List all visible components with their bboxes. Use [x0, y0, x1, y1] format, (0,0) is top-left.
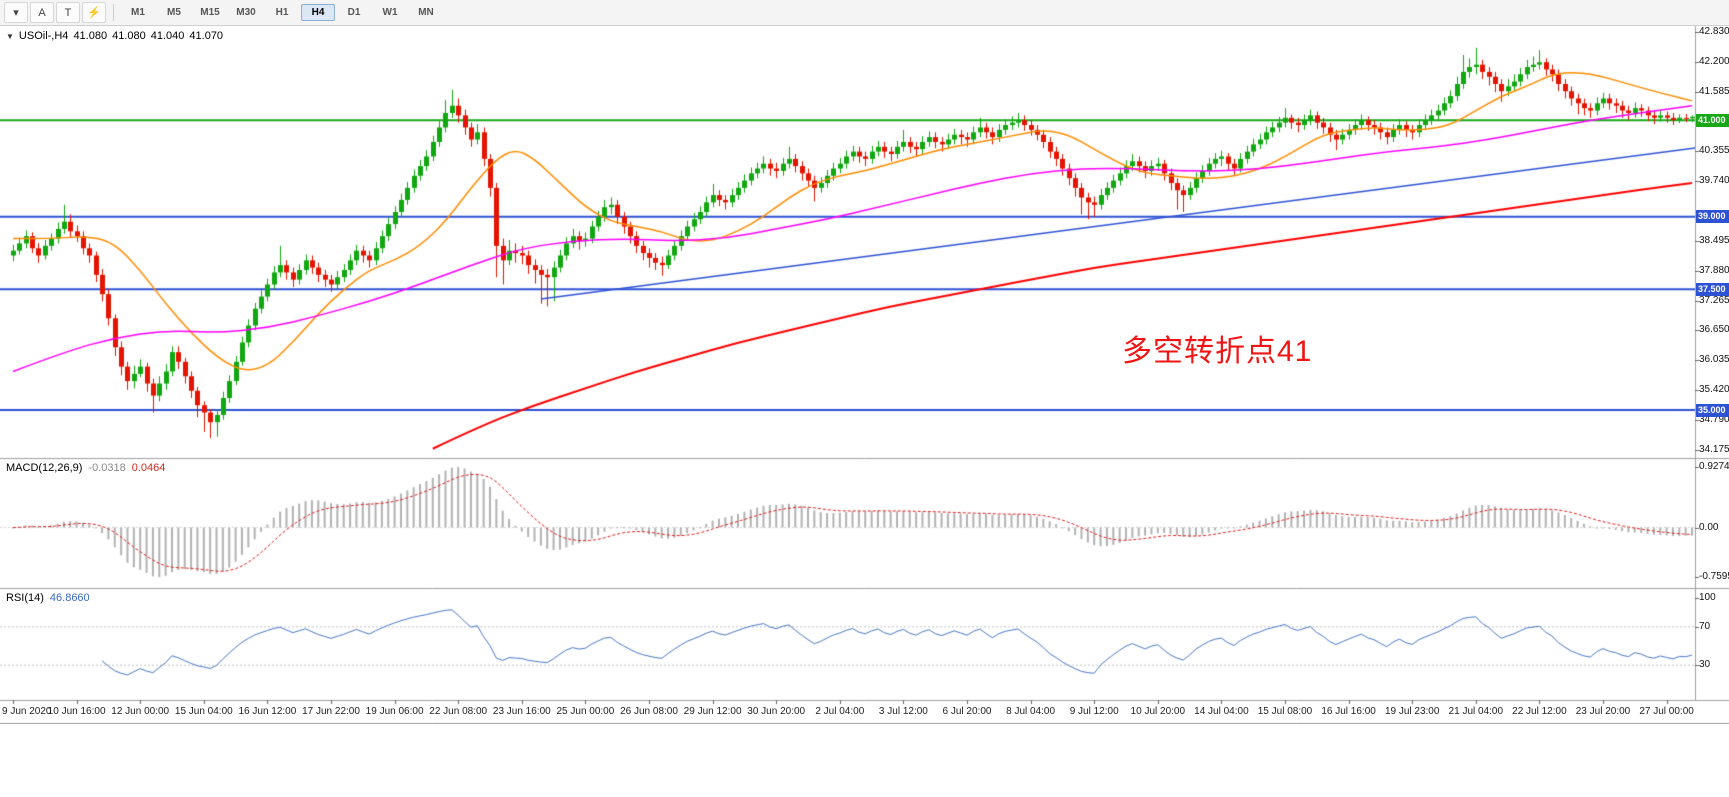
timeframe-button-d1[interactable]: D1: [347, 7, 361, 18]
price-tick-label: 42.200: [1699, 56, 1729, 68]
macd-signal-value: 0.0464: [131, 462, 166, 474]
macd-axis-label: -0.7595: [1699, 571, 1729, 583]
rsi-current-value: 46.8660: [49, 592, 90, 604]
time-axis-label: 22 Jul 12:00: [1512, 706, 1567, 717]
time-axis-label: 8 Jul 04:00: [1006, 706, 1056, 717]
rsi-name: RSI(14): [6, 592, 44, 604]
price-tick-label: 38.495: [1699, 235, 1729, 247]
timeframe-button-h4[interactable]: H4: [301, 4, 335, 21]
chart-symbol-period: USOil-,H4: [18, 30, 69, 42]
chart-menu-button[interactable]: ▾: [4, 2, 28, 23]
chart-open-value: 41.080: [73, 30, 108, 42]
toolbar-separator: [113, 4, 114, 21]
rsi-title: RSI(14) 46.8660: [6, 592, 90, 604]
chart-title: ▼ USOil-,H4 41.080 41.080 41.040 41.070: [6, 30, 223, 42]
chart-window: ▼ USOil-,H4 41.080 41.080 41.040 41.070 …: [0, 26, 1729, 724]
price-line-tag: 41.000: [1696, 113, 1729, 127]
macd-current-value: -0.0318: [88, 462, 126, 474]
time-axis-label: 10 Jun 16:00: [47, 706, 106, 717]
macd-axis-label: 0.00: [1699, 521, 1719, 533]
toolbar-icon-buttons: ▾ A T ⚡: [4, 2, 106, 23]
time-axis-label: 19 Jun 06:00: [365, 706, 424, 717]
timeframe-button-m1[interactable]: M1: [131, 7, 145, 18]
time-axis-label: 22 Jun 08:00: [429, 706, 488, 717]
time-axis-label: 16 Jul 16:00: [1321, 706, 1376, 717]
timeframe-button-m15[interactable]: M15: [200, 7, 220, 18]
time-axis-label: 23 Jul 20:00: [1575, 706, 1631, 717]
rsi-axis-label: 70: [1699, 620, 1711, 632]
timeframe-buttons: M1 M5 M15 M30 H1 H4 D1 W1 MN: [121, 4, 443, 21]
chart-annotation: 多空转折点41: [1122, 335, 1313, 368]
timeframe-button-m5[interactable]: M5: [167, 7, 181, 18]
price-tick-label: 36.035: [1699, 354, 1729, 366]
price-line-tag: 35.000: [1696, 403, 1729, 417]
time-axis-label: 14 Jul 04:00: [1194, 706, 1249, 717]
price-line-tag: 37.500: [1696, 282, 1729, 296]
time-axis-label: 10 Jul 20:00: [1130, 706, 1186, 717]
price-tick-label: 39.740: [1699, 175, 1729, 187]
price-tick-label: 40.355: [1699, 145, 1729, 157]
chart-canvas[interactable]: [0, 26, 1729, 724]
time-axis-label: 15 Jun 04:00: [174, 706, 233, 717]
price-tick-label: 34.175: [1699, 443, 1729, 455]
main-toolbar: ▾ A T ⚡ M1 M5 M15 M30 H1 H4 D1 W1 MN: [0, 0, 1729, 26]
price-tick-label: 37.880: [1699, 264, 1729, 276]
time-axis-label: 3 Jul 12:00: [878, 706, 928, 717]
text-tool-button[interactable]: T: [56, 2, 80, 23]
time-axis-label: 30 Jun 20:00: [747, 706, 806, 717]
time-axis-label: 19 Jul 23:00: [1384, 706, 1440, 717]
quick-menu-button[interactable]: ⚡: [82, 2, 106, 23]
rsi-axis-label: 30: [1699, 659, 1711, 671]
time-axis-label: 16 Jun 12:00: [238, 706, 297, 717]
time-axis-label: 25 Jun 00:00: [556, 706, 615, 717]
chart-high-value: 41.080: [112, 30, 146, 42]
timeframe-button-h1[interactable]: H1: [275, 7, 289, 18]
time-axis-label: 9 Jun 2020: [2, 706, 52, 717]
time-axis-label: 21 Jul 04:00: [1448, 706, 1504, 717]
price-tick-label: 42.830: [1699, 25, 1729, 37]
macd-title: MACD(12,26,9) -0.0318 0.0464: [6, 462, 165, 474]
price-tick-label: 41.585: [1699, 85, 1729, 97]
timeframe-button-m30[interactable]: M30: [236, 7, 256, 18]
time-axis-label: 15 Jul 08:00: [1257, 706, 1313, 717]
time-axis-label: 26 Jun 08:00: [620, 706, 678, 717]
time-axis-label: 12 Jun 00:00: [111, 706, 170, 717]
time-axis-label: 17 Jun 22:00: [302, 706, 360, 717]
time-axis-label: 29 Jun 12:00: [683, 706, 742, 717]
time-axis-label: 27 Jul 00:00: [1639, 706, 1694, 717]
timeframe-button-w1[interactable]: W1: [382, 7, 398, 18]
price-tick-label: 34.790: [1699, 414, 1729, 426]
macd-name: MACD(12,26,9): [6, 462, 83, 474]
timeframe-button-mn[interactable]: MN: [418, 7, 434, 18]
time-axis-label: 9 Jul 12:00: [1069, 706, 1119, 717]
time-axis-label: 6 Jul 20:00: [942, 706, 992, 717]
chart-low-value: 41.040: [150, 30, 185, 42]
price-tick-label: 35.420: [1699, 383, 1729, 395]
time-axis-label: 23 Jun 16:00: [492, 706, 551, 717]
macd-axis-label: 0.9274: [1699, 461, 1729, 473]
price-tick-label: 37.265: [1699, 294, 1729, 306]
time-axis-label: 2 Jul 04:00: [815, 706, 865, 717]
price-tick-label: 36.650: [1699, 324, 1729, 336]
chart-close-value: 41.070: [189, 30, 224, 42]
annotate-a-button[interactable]: A: [30, 2, 54, 23]
quick-nav-triangle-icon[interactable]: ▼: [6, 31, 14, 41]
rsi-axis-label: 100: [1699, 592, 1716, 603]
price-line-tag: 39.000: [1696, 210, 1729, 224]
